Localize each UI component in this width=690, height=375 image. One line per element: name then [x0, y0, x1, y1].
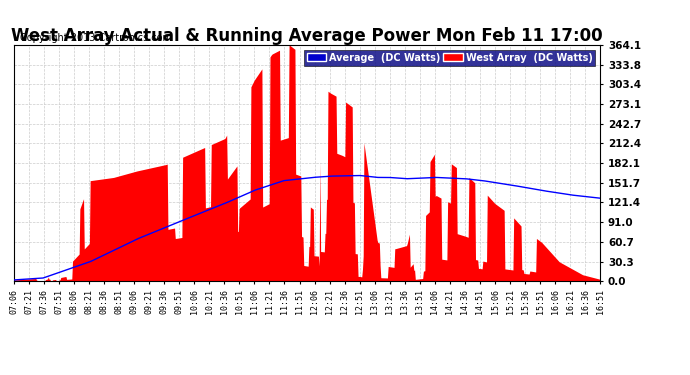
Title: West Array Actual & Running Average Power Mon Feb 11 17:00: West Array Actual & Running Average Powe…	[11, 27, 603, 45]
Legend: Average  (DC Watts), West Array  (DC Watts): Average (DC Watts), West Array (DC Watts…	[304, 50, 595, 66]
Text: Copyright 2013 Cartronics.com: Copyright 2013 Cartronics.com	[19, 33, 172, 43]
